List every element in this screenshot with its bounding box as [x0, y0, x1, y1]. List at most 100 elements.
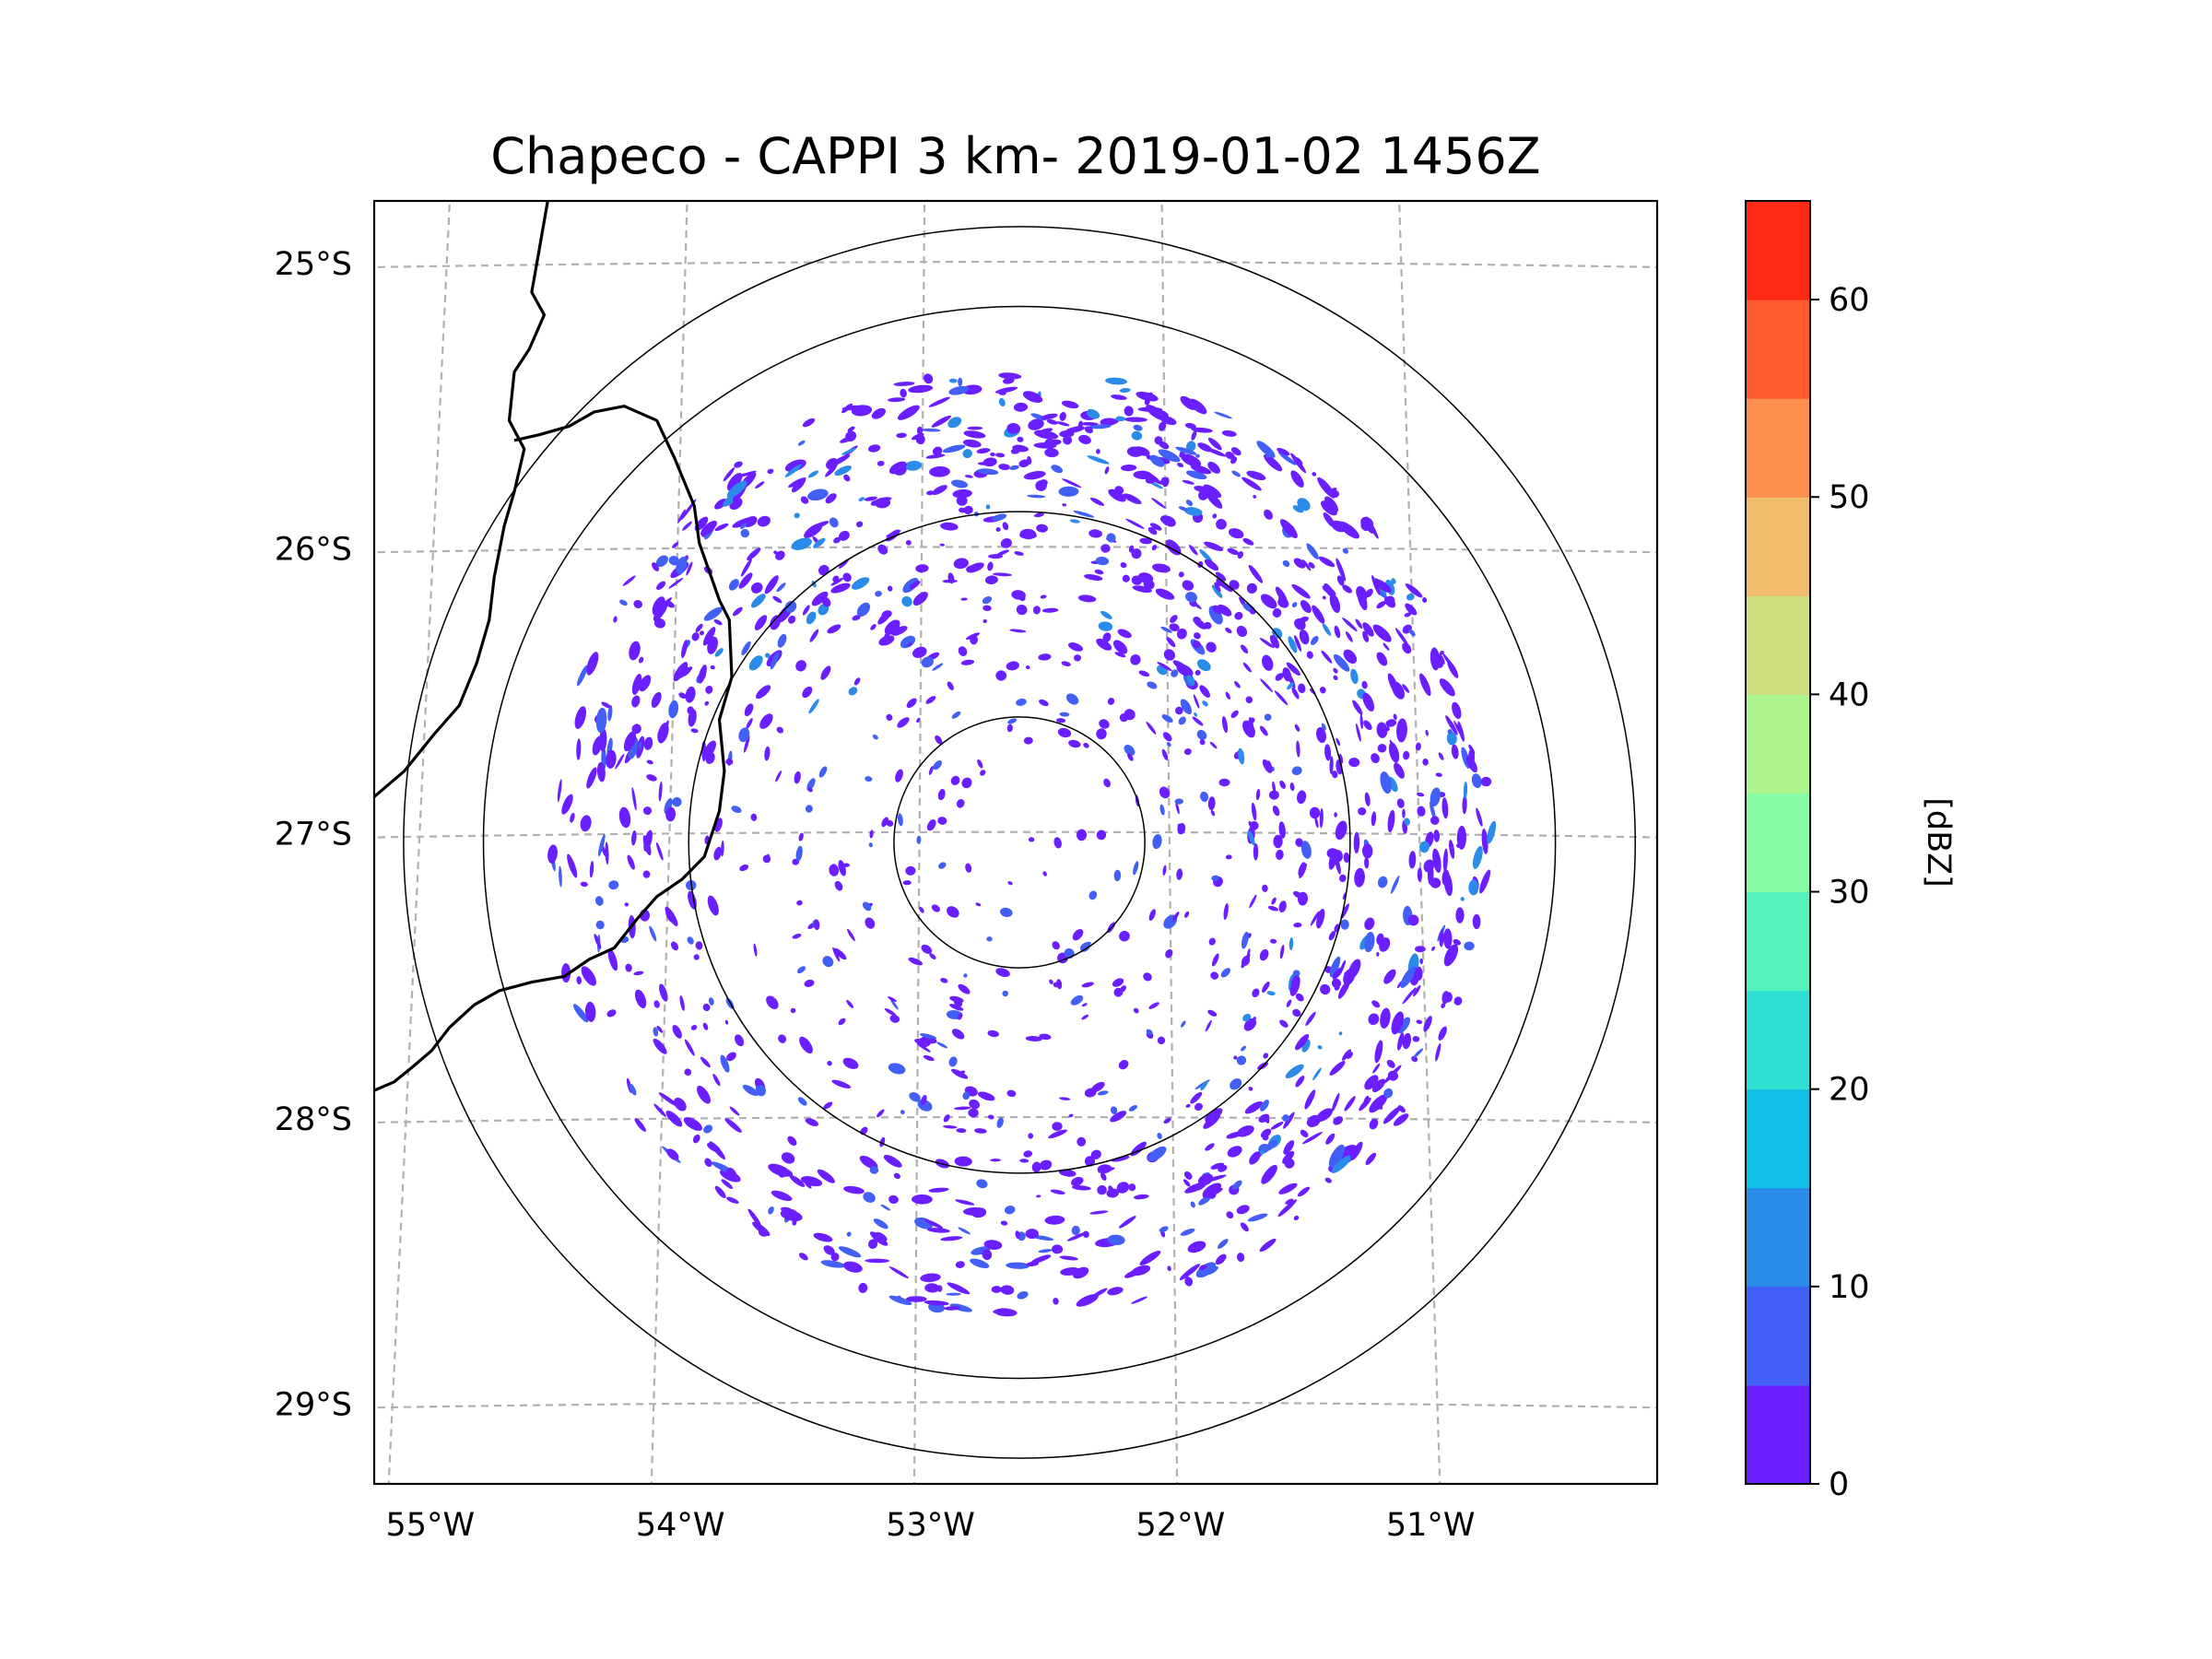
echo-cell: [1225, 452, 1235, 460]
echo-cell: [1376, 1102, 1383, 1110]
echo-cell: [1236, 625, 1248, 638]
echo-cell: [792, 934, 802, 939]
echo-cell: [1077, 1136, 1087, 1147]
echo-cell: [639, 675, 652, 692]
echo-cell: [795, 845, 803, 862]
echo-cell: [995, 968, 1010, 977]
echo-cell: [1411, 1055, 1418, 1063]
echo-cell: [1170, 615, 1178, 623]
echo-cell: [1334, 812, 1337, 818]
echo-cell: [624, 902, 629, 907]
echo-cell: [895, 769, 903, 782]
echo-cell: [1015, 1230, 1020, 1240]
colorbar-tick-label: 60: [1829, 282, 1870, 319]
echo-cell: [678, 692, 687, 699]
echo-cell: [990, 1159, 1002, 1162]
echo-cell: [740, 523, 747, 530]
echo-cell: [916, 1037, 931, 1048]
echo-cell: [1273, 834, 1283, 849]
echo-cell: [1178, 571, 1184, 578]
echo-cell: [1199, 739, 1206, 746]
echo-cell: [1316, 726, 1326, 744]
echo-cell: [633, 599, 642, 609]
echo-cell: [1371, 1078, 1386, 1093]
echo-cell: [682, 666, 693, 677]
echo-cell: [1359, 713, 1364, 730]
echo-cell: [732, 606, 743, 617]
echo-cell: [642, 806, 653, 816]
echo-cell: [1385, 719, 1397, 727]
echo-cell: [1453, 996, 1463, 1006]
echo-cell: [987, 561, 994, 571]
echo-cell: [1282, 667, 1291, 682]
echo-cell: [820, 665, 831, 680]
echo-cell: [547, 844, 558, 864]
echo-cell: [1161, 748, 1169, 760]
echo-cell: [1272, 608, 1282, 618]
x-tick-label: 53°W: [886, 1507, 975, 1544]
echo-cell: [691, 632, 700, 641]
echo-cell: [1186, 675, 1195, 686]
echo-cell: [905, 1296, 927, 1302]
echo-cell: [877, 544, 888, 555]
echo-cell: [1264, 713, 1272, 722]
echo-cell: [1270, 938, 1277, 944]
echo-cell: [921, 656, 934, 668]
echo-cell: [1038, 1249, 1053, 1253]
echo-cell: [1442, 848, 1448, 873]
echo-cell: [1404, 818, 1410, 826]
echo-cell: [789, 1174, 806, 1187]
echo-cell: [1161, 714, 1173, 723]
map-area: [374, 201, 1657, 1484]
echo-cell: [710, 665, 715, 670]
echo-cell: [1132, 585, 1152, 593]
echo-cell: [977, 468, 999, 476]
echo-cell: [702, 627, 716, 646]
echo-cell: [847, 426, 855, 432]
echo-cell: [700, 520, 717, 536]
echo-cell: [842, 1057, 859, 1069]
echo-cell: [630, 830, 637, 846]
echo-cell: [1279, 780, 1286, 789]
echo-cell: [1241, 644, 1249, 653]
echo-cell: [1241, 1045, 1246, 1052]
echo-cell: [683, 1117, 702, 1131]
echo-cell: [1176, 868, 1183, 880]
echo-cell: [958, 377, 963, 387]
echo-cell: [752, 1221, 771, 1236]
echo-cell: [893, 1172, 900, 1180]
echo-cell: [726, 1052, 736, 1062]
echo-cell: [943, 1114, 950, 1123]
echo-cell: [1191, 430, 1197, 441]
echo-cell: [796, 900, 803, 906]
echo-cell: [1148, 909, 1156, 922]
echo-cell: [1083, 742, 1089, 748]
echo-cell: [1206, 447, 1227, 457]
echo-cell: [714, 523, 729, 532]
echo-cell: [606, 749, 617, 769]
echo-cell: [1155, 588, 1175, 600]
echo-cell: [1049, 979, 1053, 984]
echo-cell: [1061, 400, 1079, 409]
echo-cell: [969, 1099, 980, 1110]
echo-cell: [1184, 1277, 1194, 1287]
echo-cell: [1397, 1105, 1406, 1113]
echo-cell: [1110, 1111, 1127, 1123]
echo-cell: [865, 776, 873, 782]
echo-cell: [825, 493, 837, 504]
echo-cell: [1338, 874, 1347, 883]
echo-cell: [804, 979, 815, 987]
echo-cell: [1087, 455, 1110, 465]
echo-cell: [1234, 680, 1241, 688]
echo-cell: [1059, 429, 1075, 438]
echo-cell: [1335, 820, 1347, 841]
echo-cell: [806, 778, 816, 791]
echo-cell: [938, 862, 947, 869]
echo-cell: [996, 1117, 1004, 1128]
echo-cell: [1038, 428, 1053, 434]
echo-cell: [685, 686, 696, 703]
echo-cell: [1438, 653, 1445, 665]
echo-cell: [653, 602, 668, 621]
echo-cell: [1095, 449, 1100, 454]
gridlines: [374, 201, 1657, 1484]
